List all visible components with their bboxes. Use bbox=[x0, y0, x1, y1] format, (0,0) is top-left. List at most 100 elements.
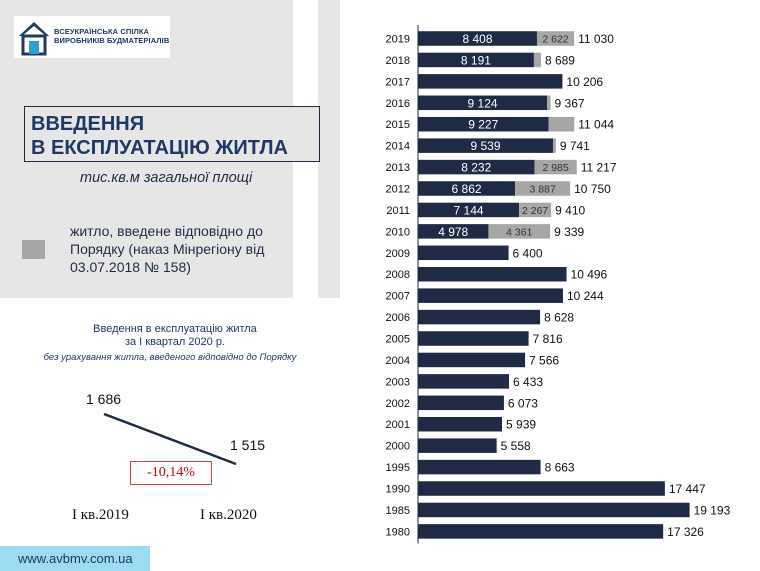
quarter-title-line-2: за І квартал 2020 р. bbox=[124, 336, 226, 348]
year-label-2002: 2002 bbox=[386, 398, 410, 410]
year-label-2014: 2014 bbox=[386, 141, 410, 153]
bar-2016 bbox=[418, 95, 548, 111]
bar-2014 bbox=[418, 138, 553, 153]
bar-2008 bbox=[418, 266, 567, 282]
year-label-1980: 1980 bbox=[386, 526, 410, 538]
year-label-2003: 2003 bbox=[386, 376, 410, 388]
inner-value-2013: 8 232 bbox=[461, 161, 491, 175]
total-value-2014: 9 741 bbox=[560, 139, 590, 153]
year-label-2017: 2017 bbox=[386, 76, 410, 88]
title-box: ВВЕДЕННЯ В ЕКСПЛУАТАЦІЮ ЖИТЛА bbox=[24, 106, 320, 162]
bar-2010 bbox=[418, 224, 489, 239]
inner-value-2014: 9 539 bbox=[470, 139, 500, 153]
bar-2013 bbox=[418, 159, 535, 175]
bar-1980 bbox=[418, 524, 664, 539]
total-value-2011: 9 410 bbox=[555, 203, 585, 217]
change-badge: -10,14% bbox=[130, 461, 212, 485]
title-line-2: В ЕКСПЛУАТАЦІЮ ЖИТЛА bbox=[31, 137, 288, 159]
poryadok-value-2019: 2 622 bbox=[542, 34, 568, 46]
poryadok-value-2010: 4 361 bbox=[506, 226, 532, 238]
inner-value-2011: 7 144 bbox=[454, 203, 484, 217]
bar-2003 bbox=[418, 374, 510, 389]
inner-value-2019: 8 408 bbox=[462, 32, 492, 46]
total-value-2001: 5 939 bbox=[506, 418, 536, 432]
bar-2015 bbox=[418, 116, 549, 132]
total-value-2012: 10 750 bbox=[574, 182, 611, 196]
year-label-2006: 2006 bbox=[386, 312, 410, 324]
year-label-2013: 2013 bbox=[386, 162, 410, 174]
bar-1990 bbox=[418, 481, 665, 496]
year-label-2010: 2010 bbox=[386, 226, 410, 238]
bar-2001 bbox=[418, 416, 503, 432]
total-value-2000: 5 558 bbox=[501, 439, 531, 453]
quarter-chart-title: Введення в експлуатацію житла за І кварт… bbox=[0, 323, 350, 349]
housing-bar-chart: 2019 8 408 2 622 11 030 2018 8 191 8 689 2017 10… bbox=[386, 25, 731, 544]
bar-2005 bbox=[418, 331, 529, 346]
total-value-2016: 9 367 bbox=[555, 96, 585, 110]
quarter-title-line-1: Введення в експлуатацію житла bbox=[93, 323, 257, 335]
bar-poryadok-2011 bbox=[519, 202, 552, 218]
bar-2011 bbox=[418, 202, 520, 218]
total-value-2003: 6 433 bbox=[513, 375, 543, 389]
year-label-2004: 2004 bbox=[386, 355, 410, 367]
bar-1985 bbox=[418, 502, 690, 518]
bar-2002 bbox=[418, 395, 504, 411]
bar-poryadok-2012 bbox=[515, 181, 571, 196]
bar-2006 bbox=[418, 309, 541, 325]
legend-label: житло, введене відповідно до Порядку (на… bbox=[70, 223, 265, 275]
poryadok-value-2013: 2 985 bbox=[542, 162, 568, 174]
bar-1995 bbox=[418, 459, 541, 475]
bar-poryadok-2018 bbox=[533, 52, 541, 68]
bar-2007 bbox=[418, 288, 563, 303]
page-title: ВВЕДЕННЯ В ЕКСПЛУАТАЦІЮ ЖИТЛА bbox=[31, 112, 288, 160]
year-label-2009: 2009 bbox=[386, 248, 410, 260]
quarter-value-2020: 1 515 bbox=[230, 437, 266, 453]
quarter-trend-line bbox=[103, 412, 237, 466]
poryadok-value-2011: 2 267 bbox=[522, 205, 548, 217]
website-link[interactable]: www.avbmv.com.ua bbox=[18, 551, 133, 566]
total-value-2019: 11 030 bbox=[578, 32, 614, 46]
total-value-2015: 11 044 bbox=[578, 118, 614, 132]
quarter-value-2019: 1 686 bbox=[86, 391, 122, 407]
bar-poryadok-2019 bbox=[536, 31, 575, 46]
total-value-2008: 10 496 bbox=[571, 268, 608, 282]
bar-poryadok-2013 bbox=[534, 159, 577, 175]
quarter-chart-subtitle: без урахування житла, введеного відповід… bbox=[43, 352, 297, 363]
total-value-2009: 6 400 bbox=[513, 246, 543, 260]
bar-2018 bbox=[418, 52, 534, 68]
year-label-2018: 2018 bbox=[386, 55, 410, 67]
bar-poryadok-2014 bbox=[552, 138, 556, 153]
year-label-2012: 2012 bbox=[386, 184, 410, 196]
units-label: тис.кв.м загальної площі bbox=[80, 170, 253, 186]
year-label-2015: 2015 bbox=[386, 119, 410, 131]
logo-line-2: ВИРОБНИКІВ БУДМАТЕРІАЛІВ bbox=[54, 36, 170, 45]
year-label-2001: 2001 bbox=[386, 419, 410, 431]
inner-value-2015: 9 227 bbox=[468, 118, 498, 132]
quarter-trend-chart bbox=[103, 412, 237, 466]
total-value-1995: 8 663 bbox=[545, 461, 575, 475]
total-value-1985: 19 193 bbox=[694, 503, 731, 517]
poryadok-value-2012: 3 887 bbox=[529, 184, 555, 196]
legend-swatch bbox=[22, 240, 45, 259]
year-label-1995: 1995 bbox=[386, 462, 410, 474]
total-value-1990: 17 447 bbox=[669, 482, 706, 496]
bar-2004 bbox=[418, 352, 526, 368]
total-value-2013: 11 217 bbox=[581, 161, 617, 175]
total-value-2007: 10 244 bbox=[567, 289, 604, 303]
year-label-1985: 1985 bbox=[386, 505, 410, 517]
year-label-2007: 2007 bbox=[386, 291, 410, 303]
year-label-2005: 2005 bbox=[386, 334, 410, 346]
inner-value-2010: 4 978 bbox=[438, 225, 468, 239]
inner-value-2018: 8 191 bbox=[461, 53, 491, 67]
total-value-1980: 17 326 bbox=[667, 525, 704, 539]
bar-2012 bbox=[418, 181, 516, 196]
bar-poryadok-2016 bbox=[547, 95, 551, 111]
year-label-2000: 2000 bbox=[386, 441, 410, 453]
logo-line-1: ВСЕУКРАЇНСЬКА СПІЛКА bbox=[54, 27, 150, 36]
decorative-stripe bbox=[318, 0, 340, 298]
total-value-2004: 7 566 bbox=[529, 353, 559, 367]
quarter-category-2019: І кв.2019 bbox=[72, 507, 129, 523]
house-logo-icon bbox=[19, 22, 49, 56]
total-value-2005: 7 816 bbox=[533, 332, 563, 346]
total-value-2018: 8 689 bbox=[545, 53, 575, 67]
